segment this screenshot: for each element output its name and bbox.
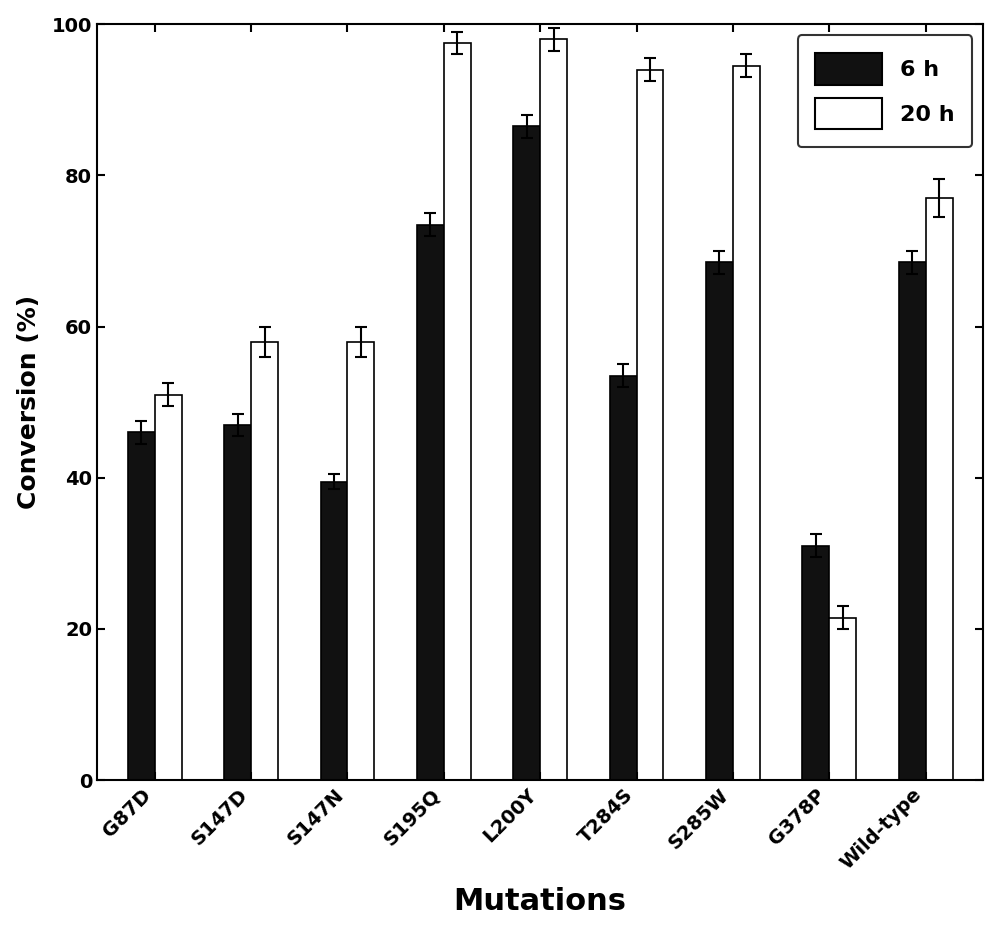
Bar bbox=[540, 39, 567, 780]
Bar bbox=[347, 341, 374, 780]
Bar bbox=[706, 262, 733, 780]
Bar bbox=[417, 225, 444, 780]
Bar bbox=[802, 546, 829, 780]
Bar bbox=[513, 126, 540, 780]
Bar bbox=[444, 43, 471, 780]
Bar bbox=[829, 618, 856, 780]
Y-axis label: Conversion (%): Conversion (%) bbox=[17, 295, 41, 509]
Legend: 6 h, 20 h: 6 h, 20 h bbox=[798, 35, 972, 147]
X-axis label: Mutations: Mutations bbox=[454, 887, 627, 916]
Bar bbox=[321, 481, 347, 780]
Bar bbox=[128, 432, 155, 780]
Bar bbox=[899, 262, 926, 780]
Bar bbox=[733, 65, 760, 780]
Bar bbox=[155, 395, 182, 780]
Bar bbox=[926, 198, 953, 780]
Bar bbox=[610, 376, 637, 780]
Bar bbox=[224, 425, 251, 780]
Bar bbox=[637, 70, 663, 780]
Bar bbox=[251, 341, 278, 780]
